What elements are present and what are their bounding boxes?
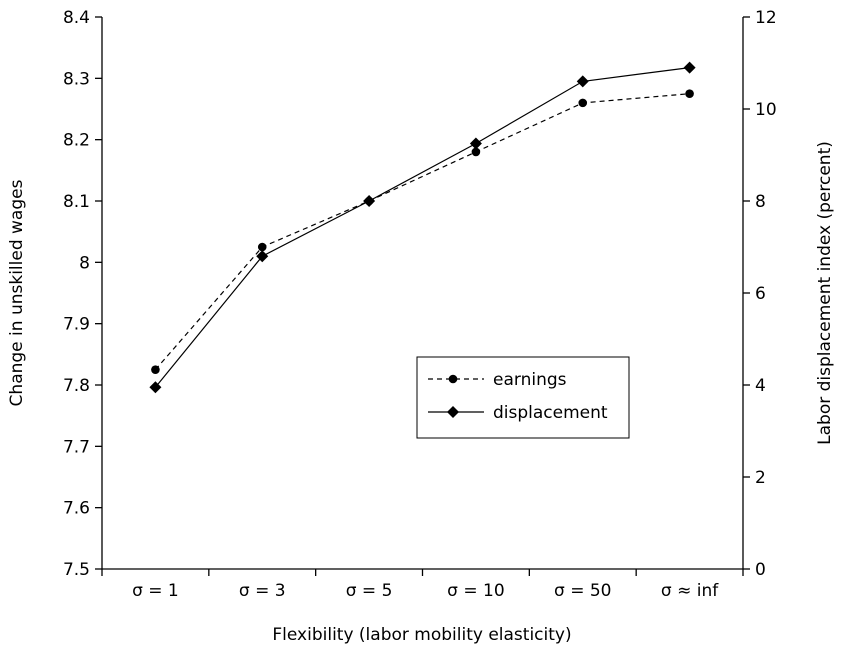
- series-line-displacement: [154, 67, 690, 388]
- point-displacement: [469, 137, 482, 150]
- right-axis-ticks: 0 2 4 6 8 10 12: [743, 8, 777, 580]
- left-tick-label: 7.7: [63, 437, 90, 457]
- x-axis-ticks: σ = 1 σ = 3 σ = 5 σ = 10 σ = 50 σ ≈ inf: [101, 569, 744, 601]
- point-displacement: [363, 195, 376, 207]
- right-tick-label: 10: [755, 100, 777, 120]
- left-tick-label: 8.1: [63, 192, 90, 212]
- point-earnings: [257, 242, 267, 252]
- x-tick-label: σ = 3: [239, 581, 286, 601]
- left-tick-label: 7.5: [63, 560, 90, 580]
- x-tick-label: σ = 50: [554, 581, 611, 601]
- right-tick-label: 0: [755, 560, 766, 580]
- right-tick-label: 8: [755, 192, 766, 212]
- left-tick-label: 7.8: [63, 376, 90, 396]
- right-axis-title: Labor displacement index (percent): [815, 141, 835, 445]
- legend-displacement-marker: [447, 406, 459, 418]
- point-earnings: [151, 365, 160, 374]
- x-tick-label: σ = 1: [132, 581, 179, 601]
- left-axis-ticks: 7.5 7.6 7.7 7.8 7.9 8 8.1 8.2 8.3 8.4: [63, 8, 102, 580]
- point-earnings: [685, 89, 694, 98]
- left-tick-label: 7.6: [63, 499, 90, 519]
- right-tick-label: 2: [755, 468, 766, 488]
- legend-earnings-marker: [448, 374, 458, 384]
- axes: [101, 17, 744, 570]
- left-tick-label: 7.9: [63, 315, 90, 335]
- point-earnings: [578, 98, 588, 108]
- right-tick-label: 12: [755, 8, 777, 28]
- left-tick-label: 8: [79, 253, 90, 273]
- legend-displacement-label: displacement: [493, 403, 608, 423]
- right-tick-label: 6: [755, 284, 766, 304]
- point-displacement: [683, 61, 696, 74]
- x-tick-label: σ ≈ inf: [661, 581, 719, 601]
- x-axis-title: Flexibility (labor mobility elasticity): [272, 625, 571, 645]
- x-tick-label: σ = 5: [346, 581, 393, 601]
- point-displacement: [149, 381, 162, 394]
- series-line-earnings: [154, 93, 690, 371]
- series-layer: [149, 61, 696, 394]
- legend-box: [416, 356, 630, 439]
- legend-earnings-label: earnings: [493, 370, 567, 390]
- left-tick-label: 8.2: [63, 131, 90, 151]
- left-tick-label: 8.4: [63, 8, 90, 28]
- x-tick-label: σ = 10: [447, 581, 504, 601]
- left-tick-label: 8.3: [63, 69, 90, 89]
- legend: earnings displacement: [416, 356, 630, 439]
- left-axis-title: Change in unskilled wages: [7, 179, 27, 406]
- right-tick-label: 4: [755, 376, 766, 396]
- point-displacement: [256, 250, 269, 263]
- point-displacement: [576, 75, 589, 88]
- point-earnings: [471, 147, 481, 157]
